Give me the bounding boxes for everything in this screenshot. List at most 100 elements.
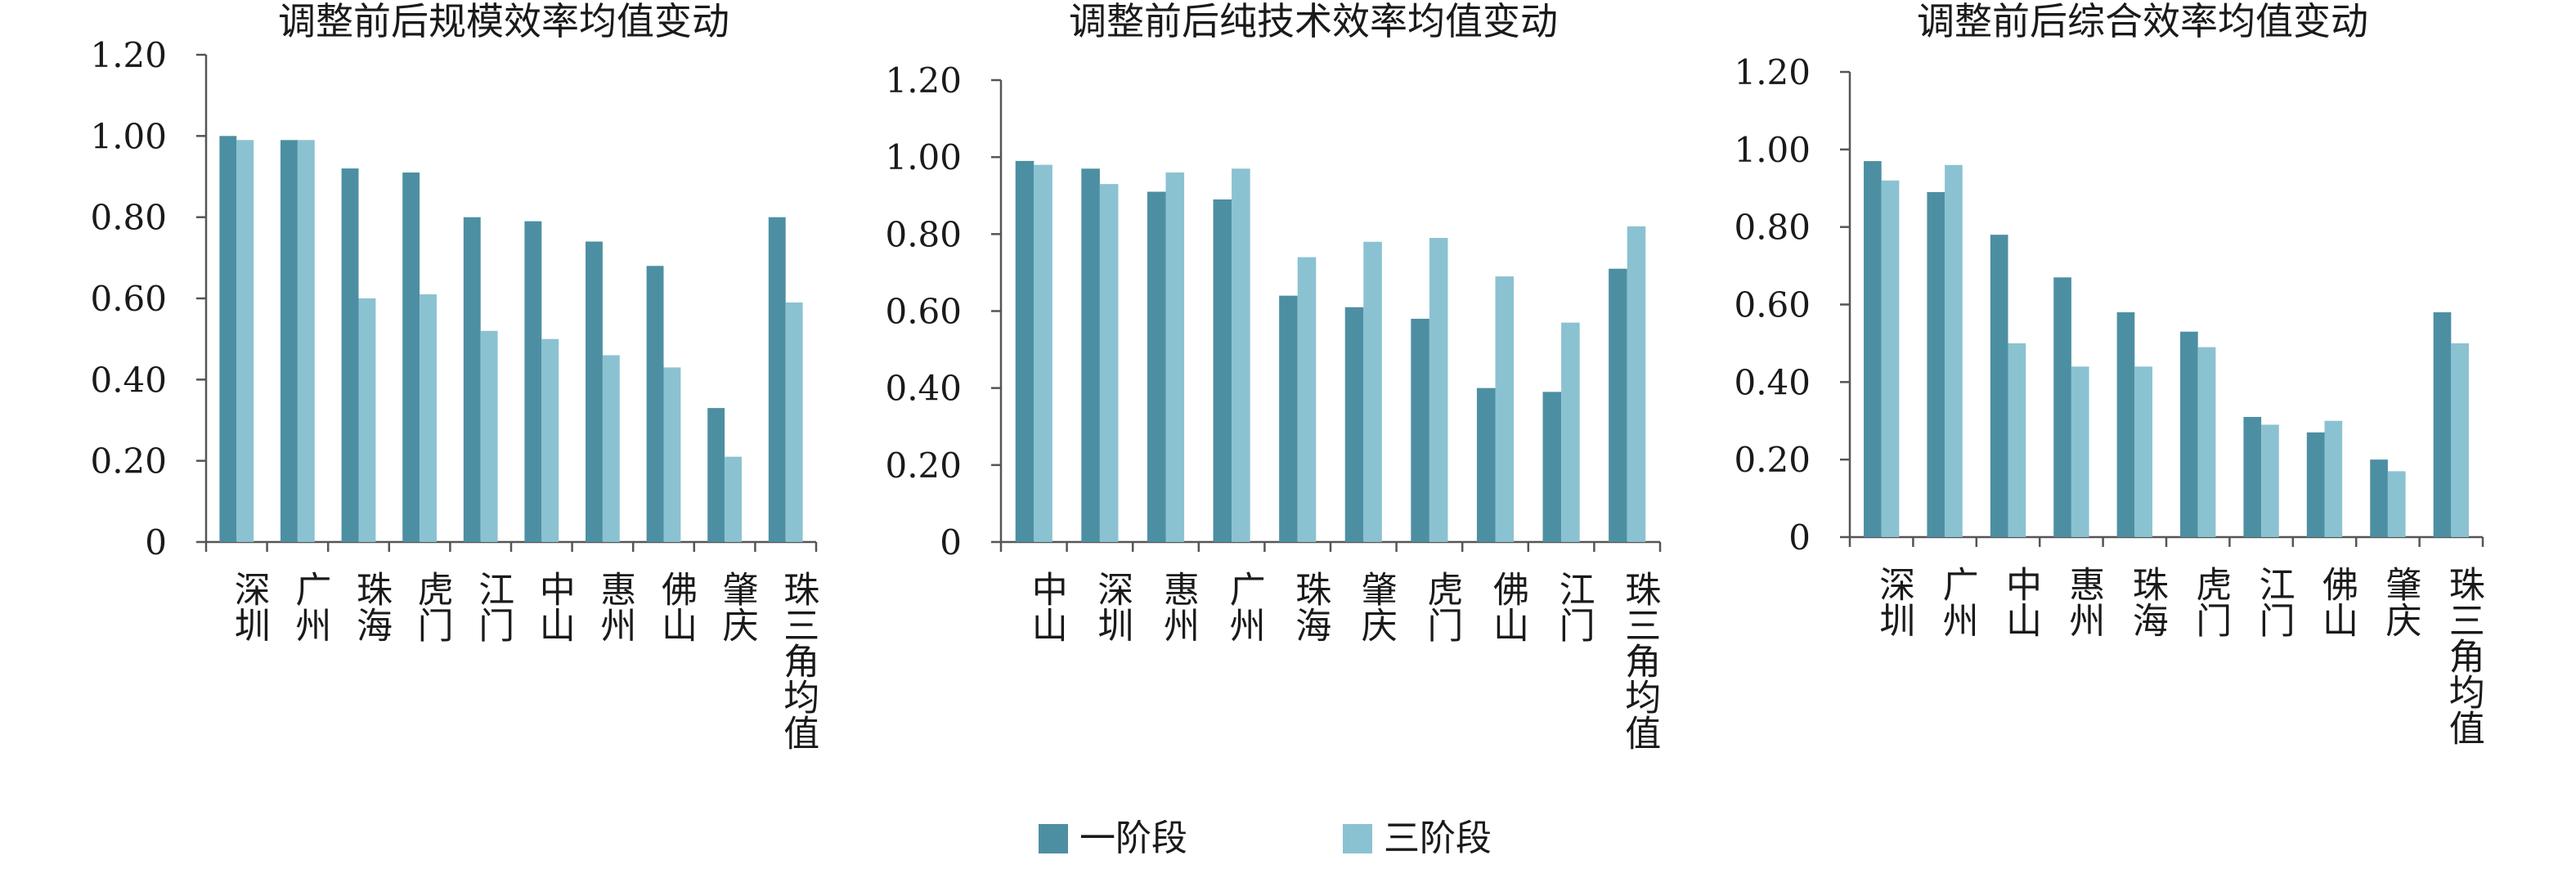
x-tick-label: 肇庆 (2379, 566, 2421, 638)
bar-stage1 (219, 136, 237, 543)
bar-stage3 (663, 367, 681, 542)
bar-stage1 (2180, 331, 2198, 537)
bar-stage1 (586, 241, 603, 542)
x-tick-label: 虎门 (411, 571, 453, 643)
y-tick-label: 0 (940, 522, 962, 562)
x-tick-label: 中山 (1999, 566, 2041, 638)
chart-2: 调整前后纯技术效率均值变动 0 0.20 0.40 0.60 0.80 1.00 1.20 中山… (885, 0, 1662, 750)
bar-stage3 (480, 330, 498, 542)
y-tick-label: 0.60 (885, 292, 962, 332)
bar-stage1 (1864, 161, 1882, 537)
x-tick-label: 虎门 (1420, 571, 1462, 643)
x-tick-label: 江门 (1553, 571, 1595, 643)
bar-stage1 (2243, 417, 2262, 537)
y-tick-label: 1.00 (1734, 130, 1811, 170)
bar-stage3 (602, 355, 620, 542)
bar-stage1 (1279, 295, 1298, 542)
chart-1: 调整前后规模效率均值变动 0 0.20 0.40 0.60 0.80 1.00 1.20 深圳广… (90, 0, 819, 750)
y-tick-label: 0.80 (885, 214, 962, 254)
y-tick-label: 1.20 (1734, 52, 1811, 92)
x-tick-label: 佛山 (655, 571, 698, 643)
y-tick-label: 1.00 (885, 137, 962, 177)
legend-swatch-stage3 (1343, 824, 1372, 853)
legend-label-stage1: 一阶段 (1079, 817, 1187, 859)
bar-stage1 (1081, 168, 1100, 542)
bar-stage1 (646, 266, 664, 542)
x-tick-label: 珠三角均值 (2443, 566, 2484, 746)
bar-stage3 (297, 140, 315, 543)
y-tick-label: 0.20 (1734, 440, 1811, 480)
bar-stage1 (1147, 191, 1166, 542)
bar-stage1 (1213, 199, 1232, 543)
y-tick-label: 1.20 (885, 60, 962, 101)
x-tick-label: 广州 (289, 571, 330, 643)
bar-stage3 (358, 298, 376, 542)
y-tick-label: 0.80 (1734, 208, 1811, 248)
bar-stage3 (1881, 180, 1900, 537)
x-tick-label: 佛山 (2316, 566, 2358, 638)
bar-stage3 (1945, 164, 1963, 538)
bar-stage1 (1609, 268, 1627, 542)
bar-stage1 (280, 140, 298, 543)
bar-stage1 (1542, 392, 1562, 542)
legend-item-stage3: 三阶段 (1343, 821, 1492, 857)
bar-stage1 (402, 172, 420, 543)
y-tick-label: 0.20 (90, 441, 167, 482)
bar-stage3 (1363, 241, 1382, 542)
chart-3: 调整前后综合效率均值变动 0 0.20 0.40 0.60 0.80 1.00 1.20 深圳广… (1734, 0, 2484, 746)
y-tick-label: 1.00 (90, 116, 167, 156)
x-tick-label: 珠海 (2126, 566, 2168, 638)
bar-stage3 (1627, 226, 1646, 542)
bar-stage1 (2306, 432, 2325, 537)
bar-stage1 (1015, 160, 1034, 542)
bar-stage1 (2370, 459, 2388, 537)
x-tick-label: 中山 (533, 571, 575, 643)
bar-stage1 (341, 168, 359, 543)
bar-stage1 (463, 217, 481, 542)
bar-stage3 (2071, 366, 2089, 537)
y-tick-label: 0.60 (90, 279, 167, 319)
x-tick-label: 深圳 (1091, 571, 1133, 643)
bar-stage3 (785, 302, 803, 542)
bar-stage3 (2261, 424, 2279, 537)
x-tick-label: 中山 (1025, 571, 1067, 643)
y-tick-label: 0.20 (885, 446, 962, 486)
bar-stage3 (1297, 257, 1317, 542)
bar-stage3 (1561, 322, 1580, 542)
x-tick-label: 惠州 (2062, 566, 2104, 638)
legend: 一阶段 三阶段 (1039, 814, 1492, 863)
charts-canvas: 调整前后规模效率均值变动00.200.400.600.801.001.20深圳广… (90, 0, 2484, 750)
x-tick-label: 惠州 (1157, 571, 1199, 643)
bar-stage3 (1034, 164, 1052, 543)
x-tick-label: 珠三角均值 (777, 571, 819, 750)
bar-stage3 (1495, 276, 1515, 542)
x-tick-label: 佛山 (1487, 571, 1529, 643)
chart-title: 调整前后综合效率均值变动 (1917, 0, 2368, 43)
bar-stage3 (1232, 168, 1250, 542)
y-tick-label: 0.40 (1734, 362, 1811, 402)
bar-stage3 (1099, 184, 1119, 542)
bar-stage3 (725, 456, 742, 542)
x-tick-label: 江门 (2253, 566, 2295, 638)
chart-title: 调整前后纯技术效率均值变动 (1069, 0, 1558, 43)
bar-stage1 (1990, 235, 2008, 537)
bar-stage3 (1165, 172, 1185, 542)
x-tick-label: 江门 (472, 571, 514, 643)
x-tick-label: 珠海 (350, 571, 392, 643)
y-tick-label: 0.40 (885, 369, 962, 409)
legend-swatch-stage1 (1039, 824, 1068, 853)
x-tick-label: 珠海 (1289, 571, 1331, 643)
bar-stage3 (2387, 471, 2406, 537)
bar-stage3 (541, 338, 559, 542)
legend-label-stage3: 三阶段 (1384, 817, 1492, 859)
bar-stage1 (707, 408, 725, 542)
x-tick-label: 广州 (1223, 571, 1265, 643)
y-tick-label: 1.20 (90, 35, 167, 75)
x-tick-label: 肇庆 (716, 571, 758, 643)
bar-stage1 (2116, 311, 2135, 537)
bar-stage1 (1411, 318, 1429, 542)
bar-stage3 (2324, 420, 2343, 537)
bar-stage3 (236, 140, 254, 543)
x-tick-label: 广州 (1936, 566, 1978, 638)
bar-stage1 (2433, 311, 2452, 537)
